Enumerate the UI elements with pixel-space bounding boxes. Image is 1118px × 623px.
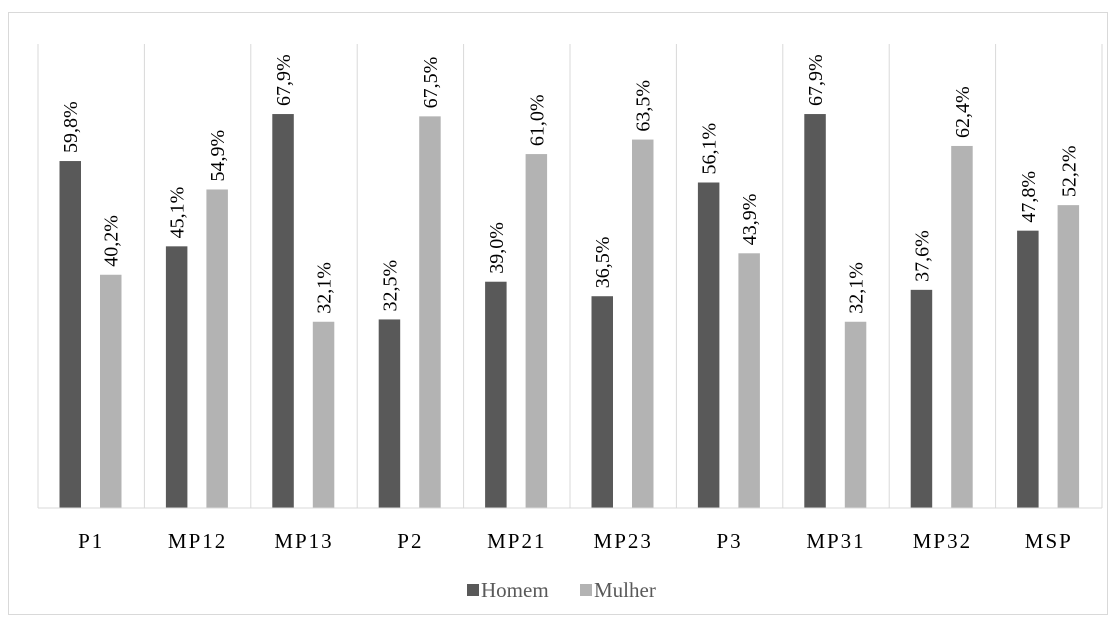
data-label-homem-p3: 56,1% [699, 123, 721, 175]
x-tick-label-mp13: MP13 [274, 529, 333, 553]
bar-homem-p2 [378, 319, 401, 508]
x-tick-label-mp23: MP23 [594, 529, 653, 553]
x-tick-label-mp12: MP12 [168, 529, 227, 553]
data-label-homem-msp: 47,8% [1018, 171, 1040, 223]
bar-mulher-p1 [100, 274, 122, 508]
data-label-homem-mp31: 67,9% [805, 54, 827, 106]
bar-mulher-mp12 [206, 189, 228, 508]
bar-homem-msp [1017, 230, 1039, 508]
bar-homem-mp32 [910, 289, 933, 508]
data-label-homem-mp13: 67,9% [273, 54, 295, 106]
bar-mulher-mp32 [951, 145, 973, 508]
bar-mulher-msp [1057, 205, 1080, 508]
data-label-homem-mp23: 36,5% [592, 237, 614, 289]
bar-mulher-mp21 [525, 154, 548, 508]
bar-homem-p1 [59, 161, 81, 508]
legend-swatch-mulher [580, 584, 592, 596]
chart-frame [8, 12, 1108, 615]
data-label-mulher-mp21: 61,0% [526, 94, 548, 146]
data-label-mulher-p3: 43,9% [739, 194, 761, 246]
data-label-mulher-msp: 52,2% [1058, 145, 1080, 197]
data-label-mulher-mp12: 54,9% [207, 130, 229, 182]
x-tick-label-mp31: MP31 [806, 529, 865, 553]
legend-label-homem: Homem [481, 578, 549, 602]
bar-mulher-mp31 [844, 321, 867, 508]
bar-homem-mp13 [272, 114, 294, 509]
bar-homem-p3 [697, 182, 720, 508]
x-tick-label-mp21: MP21 [487, 529, 546, 553]
data-label-homem-mp32: 37,6% [911, 230, 933, 282]
x-tick-label-p1: P1 [78, 529, 104, 553]
data-label-mulher-p2: 67,5% [420, 57, 442, 109]
x-tick-label-p2: P2 [397, 529, 423, 553]
bar-homem-mp12 [165, 246, 188, 508]
data-label-homem-mp12: 45,1% [167, 187, 189, 239]
bar-mulher-p3 [738, 253, 760, 508]
x-tick-label-msp: MSP [1025, 529, 1073, 553]
data-label-mulher-p1: 40,2% [101, 215, 123, 267]
bar-homem-mp31 [804, 114, 826, 509]
legend-label-mulher: Mulher [594, 578, 656, 602]
data-label-mulher-mp23: 63,5% [633, 80, 655, 132]
data-label-mulher-mp32: 62,4% [952, 86, 974, 138]
x-tick-label-mp32: MP32 [913, 529, 972, 553]
bar-mulher-mp13 [312, 321, 335, 508]
legend-swatch-homem [467, 584, 479, 596]
data-label-homem-mp21: 39,0% [486, 222, 508, 274]
bar-homem-mp21 [485, 281, 507, 508]
data-label-mulher-mp13: 32,1% [314, 262, 336, 314]
bar-homem-mp23 [591, 296, 613, 508]
data-label-homem-p2: 32,5% [379, 260, 401, 312]
bar-mulher-p2 [419, 116, 441, 509]
bar-mulher-mp23 [632, 139, 654, 508]
x-tick-label-p3: P3 [717, 529, 743, 553]
data-label-mulher-mp31: 32,1% [846, 262, 868, 314]
data-label-homem-p1: 59,8% [60, 101, 82, 153]
